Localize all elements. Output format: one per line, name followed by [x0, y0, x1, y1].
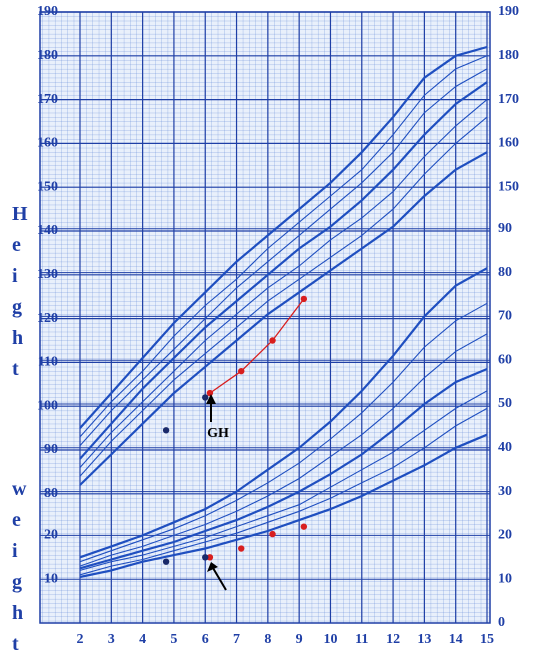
y-tick-label-right: 150: [498, 179, 519, 194]
y2-tick-label-left: 20: [44, 528, 58, 543]
y-tick-label-right: 190: [498, 4, 519, 19]
annotation: GH: [207, 426, 229, 441]
patient-point: [206, 554, 214, 561]
y2-tick-label-left: 10: [44, 571, 58, 586]
x-tick-label: 10: [323, 632, 337, 647]
x-tick-label: 5: [170, 632, 177, 647]
y2-tick-label: 30: [498, 484, 512, 499]
x-tick-label: 3: [108, 632, 115, 647]
y-tick-label: 80: [44, 486, 58, 501]
y-tick-label: 130: [37, 267, 58, 282]
patient-point: [202, 394, 209, 401]
percentile-curve: [79, 367, 488, 570]
x-tick-label: 8: [264, 632, 271, 647]
percentile-curve: [79, 267, 488, 559]
y-tick-label: 110: [38, 355, 58, 370]
y2-tick-label: 40: [498, 440, 512, 455]
layer: 2 3 4 5 6 7 8 9 10 11 12 13 14 1580901001101201301401…: [37, 4, 519, 647]
patient-point: [300, 295, 308, 303]
patient-point: [269, 530, 276, 538]
arrows: [206, 394, 227, 591]
x-tick-label: 14: [449, 632, 463, 647]
patient-point: [162, 558, 170, 565]
x-tick-label: 6: [202, 632, 209, 647]
percentile-curve: [79, 99, 488, 468]
patient-point: [300, 523, 308, 530]
percentile-curve: [79, 407, 488, 576]
patient-point: [202, 554, 209, 561]
patient-point: [238, 367, 245, 375]
x-tick-label: 4: [139, 632, 146, 647]
y-tick-label: 150: [37, 179, 58, 194]
patient-line: [209, 298, 305, 394]
y-tick-label: 190: [37, 4, 58, 19]
y-tick-label-right: 170: [498, 92, 519, 107]
y-tick-label: 140: [37, 223, 58, 238]
percentile-curve: [79, 302, 488, 563]
x-tick-label: 2: [77, 632, 84, 647]
y-tick-label: 90: [44, 442, 58, 457]
percentile-curve: [79, 433, 488, 579]
y-tick-label: 160: [37, 136, 58, 151]
y-tick-label: 170: [37, 92, 58, 107]
y-tick-label-right: 180: [498, 48, 519, 63]
y2-tick-label: 0: [498, 615, 505, 630]
x-tick-label: 13: [417, 632, 431, 647]
x-tick-label: 12: [386, 632, 400, 647]
y-tick-label: 120: [37, 311, 58, 326]
y2-tick-label: 70: [498, 309, 512, 324]
x-tick-label: 11: [355, 632, 368, 647]
percentile-curve: [79, 81, 488, 460]
percentile-curve: [79, 55, 488, 438]
y2-tick-label: 20: [498, 528, 512, 543]
percentile-curve: [79, 68, 488, 446]
y-tick-label: 180: [37, 48, 58, 63]
percentile-curve: [79, 390, 488, 571]
patient-point: [206, 389, 214, 397]
y-tick-label: 100: [37, 398, 58, 413]
y2-tick-label: 50: [498, 396, 512, 411]
x-tick-label: 9: [296, 632, 303, 647]
y2-tick-label: 80: [498, 265, 512, 280]
percentile-curve: [79, 116, 488, 477]
y-tick-label-right: 160: [498, 136, 519, 151]
y2-tick-label: 60: [498, 352, 512, 367]
percentile-curve: [79, 151, 488, 486]
patient-point: [238, 545, 245, 552]
patient-point: [162, 427, 170, 434]
x-tick-label: 15: [480, 632, 494, 647]
y2-tick-label: 10: [498, 571, 512, 586]
x-tick-label: 7: [233, 632, 240, 647]
patient-point: [269, 337, 276, 344]
y2-tick-label: 90: [498, 221, 512, 236]
percentile-curve: [79, 333, 488, 567]
percentile-curve: [79, 45, 488, 429]
